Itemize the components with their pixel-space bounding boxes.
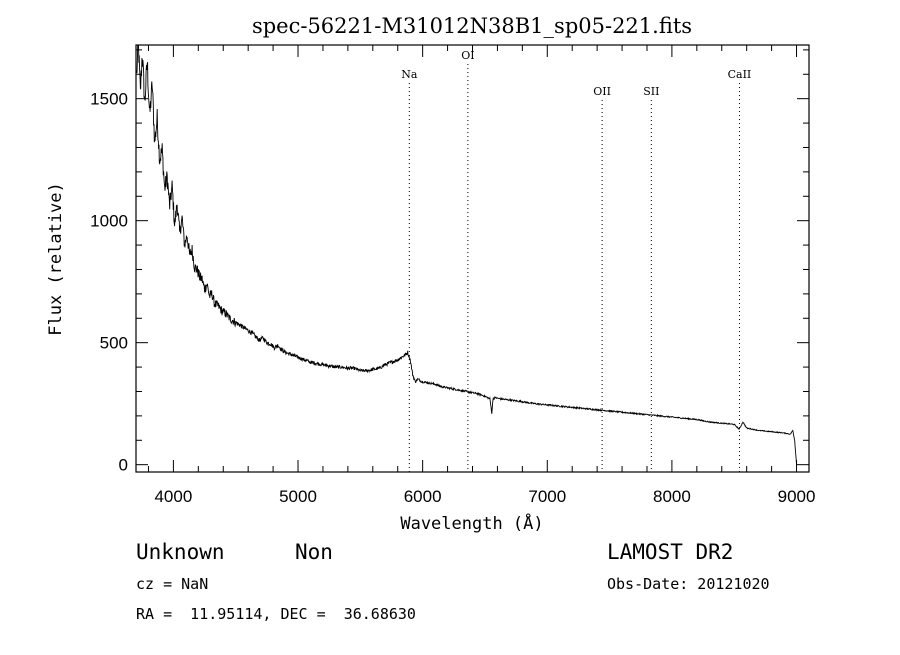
redshift-cz: cz = NaN	[136, 575, 208, 593]
spectrum-line	[136, 44, 797, 465]
y-tick-label: 1500	[90, 90, 128, 109]
x-tick-label: 9000	[778, 487, 816, 506]
object-class: Unknown	[136, 540, 225, 564]
x-tick-label: 5000	[279, 487, 317, 506]
line-label-sii: SII	[643, 85, 659, 98]
y-tick-label: 1000	[90, 212, 128, 231]
axis-ticks: 4000 5000 6000 7000 8000 9000 0 500 1000 1500	[90, 45, 815, 506]
spectral-line-markers: Na OI OII SII CaII	[401, 49, 751, 472]
chart-title: spec-56221-M31012N38B1_sp05-221.fits	[252, 14, 692, 38]
survey-name: LAMOST DR2	[607, 540, 733, 564]
y-tick-label: 500	[100, 334, 128, 353]
y-axis-label: Flux (relative)	[46, 182, 66, 336]
plot-frame	[135, 44, 810, 473]
y-tick-label: 0	[119, 456, 128, 475]
x-tick-label: 6000	[404, 487, 442, 506]
observation-date: Obs-Date: 20121020	[607, 575, 770, 593]
line-label-oi: OI	[461, 49, 474, 62]
x-tick-label: 8000	[653, 487, 691, 506]
x-axis-label: Wavelength (Å)	[400, 512, 543, 534]
x-tick-label: 7000	[528, 487, 566, 506]
object-subclass: Non	[295, 540, 333, 564]
line-label-caii: CaII	[728, 68, 752, 81]
x-tick-label: 4000	[154, 487, 192, 506]
spectrum-series	[136, 44, 797, 465]
sky-coordinates: RA = 11.95114, DEC = 36.68630	[136, 605, 416, 623]
line-label-na: Na	[401, 68, 418, 81]
line-label-oii: OII	[593, 85, 611, 98]
